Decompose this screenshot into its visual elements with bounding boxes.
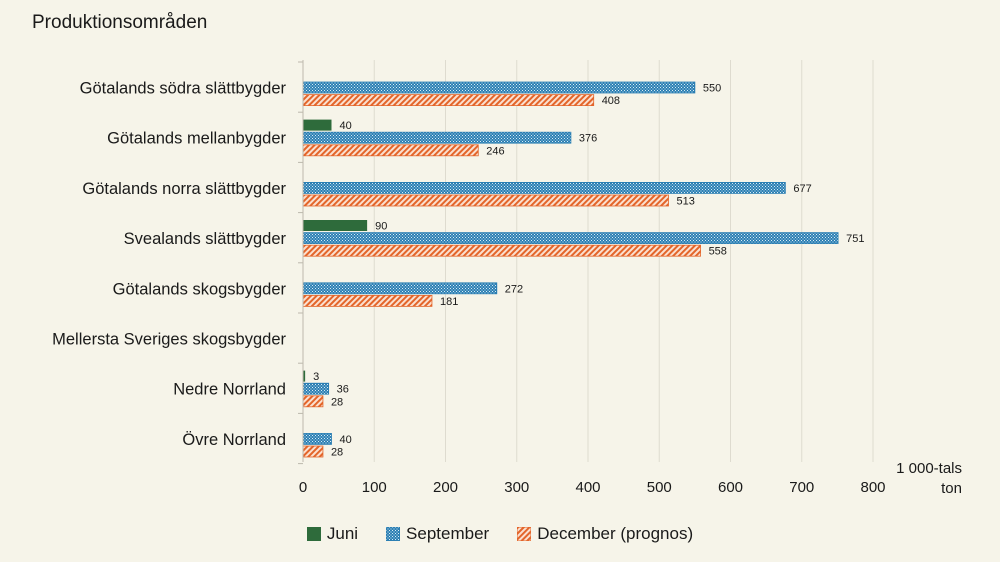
bar-dots-6 xyxy=(302,382,330,395)
legend-item-december: December (prognos) xyxy=(517,524,693,544)
bar-diagonal-0 xyxy=(302,94,595,106)
legend-label-september: September xyxy=(406,524,490,543)
data-label: 513 xyxy=(677,196,695,208)
bar-dots-2 xyxy=(302,181,786,194)
bar-diagonal-7 xyxy=(302,445,324,458)
data-label: 181 xyxy=(440,296,458,308)
y-tick-label: Svealands slättbygder xyxy=(124,230,287,248)
gridlines xyxy=(302,60,874,462)
bar-dots-7 xyxy=(302,432,332,445)
bar-dots-4 xyxy=(302,282,498,295)
x-tick-label-500: 500 xyxy=(647,479,672,496)
data-label: 558 xyxy=(709,246,727,258)
x-tick-label-100: 100 xyxy=(362,479,387,496)
legend-item-juni: Juni xyxy=(306,524,359,544)
x-tick-label-400: 400 xyxy=(575,479,600,496)
y-tick-label: Nedre Norrland xyxy=(173,381,286,399)
bar-dots-3 xyxy=(302,232,839,245)
x-tick-label-200: 200 xyxy=(433,479,458,496)
legend-item-september: September xyxy=(386,524,489,544)
legend-label-juni: Juni xyxy=(326,524,359,543)
x-tick-label-700: 700 xyxy=(789,479,814,496)
bar-solid-1 xyxy=(303,119,332,131)
data-label: 751 xyxy=(846,233,864,245)
legend-swatch-december xyxy=(517,527,532,541)
bar-solid-6 xyxy=(303,370,306,382)
bar-solid-3 xyxy=(303,220,368,231)
legend-swatch-juni xyxy=(306,527,321,541)
data-label: 376 xyxy=(579,133,597,145)
bar-diagonal-1 xyxy=(302,144,479,157)
data-label: 90 xyxy=(375,221,387,233)
data-label: 36 xyxy=(337,384,349,396)
y-tick-label: Mellersta Sveriges skogsbygder xyxy=(52,331,286,349)
data-label: 3 xyxy=(313,371,319,383)
x-tick-label-800: 800 xyxy=(860,479,885,496)
bars xyxy=(302,81,839,458)
bar-diagonal-6 xyxy=(302,395,324,408)
x-tick-label-0: 0 xyxy=(299,479,307,496)
legend-swatch-september xyxy=(386,527,401,541)
axes: 0 100 200 300 400 500 600 700 800 1 000-tals ton Gö… xyxy=(52,60,962,497)
data-label: 677 xyxy=(793,183,811,195)
y-tick-label: Övre Norrland xyxy=(182,431,286,449)
x-tick-label-300: 300 xyxy=(504,479,529,496)
bar-dots-1 xyxy=(302,131,572,144)
legend: Juni September December (prognos) xyxy=(0,524,1000,544)
data-label: 272 xyxy=(505,283,523,295)
legend-label-december: December (prognos) xyxy=(537,524,694,543)
bar-dots-0 xyxy=(302,81,696,94)
data-label: 550 xyxy=(703,83,721,95)
data-label: 408 xyxy=(602,95,620,107)
data-label: 28 xyxy=(331,396,343,408)
data-label: 246 xyxy=(486,145,504,157)
y-tick-label: Götalands norra slättbygder xyxy=(82,180,286,198)
x-axis-label: 1 000-tals ton xyxy=(896,460,962,497)
y-tick-label: Götalands mellanbygder xyxy=(107,130,286,148)
page-title: Produktionsområden xyxy=(32,12,208,33)
data-label: 40 xyxy=(340,120,352,132)
bar-diagonal-4 xyxy=(302,294,433,307)
data-labels: 5504084037624667751390751558272181336284… xyxy=(313,83,864,459)
data-label: 28 xyxy=(331,447,343,459)
y-tick-label: Götalands södra slättbygder xyxy=(80,80,287,98)
bar-diagonal-2 xyxy=(302,194,669,207)
x-tick-label-600: 600 xyxy=(718,479,743,496)
data-label: 40 xyxy=(340,434,352,446)
y-tick-label: Götalands skogsbygder xyxy=(113,280,287,298)
bar-diagonal-3 xyxy=(302,244,701,257)
